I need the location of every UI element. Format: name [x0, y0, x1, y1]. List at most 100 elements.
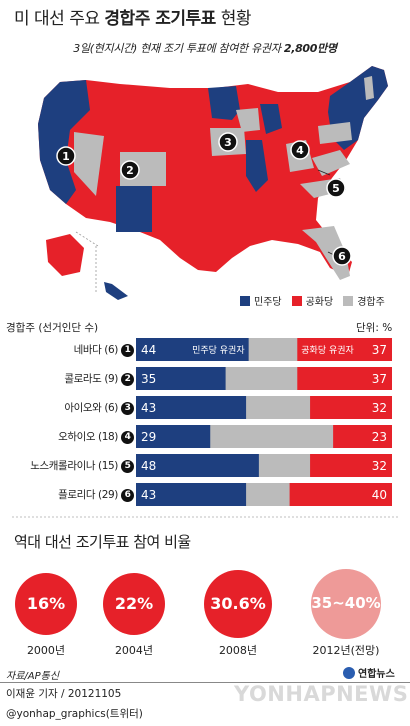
rep-series-label: 공화당 유권자 — [301, 344, 354, 356]
bar-dem — [136, 425, 211, 448]
rep-value-label: 40 — [372, 488, 387, 502]
map-marker-1 — [56, 146, 76, 166]
dem-value-label: 48 — [141, 459, 156, 473]
map-swing-nevada — [74, 132, 104, 196]
map-democrat-west-coast — [38, 80, 90, 204]
yonhap-logo: 연합뉴스 — [343, 665, 395, 680]
bar-dem — [136, 396, 247, 419]
state-name: 플로리다 (29) — [58, 489, 118, 501]
state-label: 노스캐롤라이나 (15) 5 — [30, 458, 134, 473]
map-marker-2 — [120, 160, 140, 180]
footer-divider — [0, 682, 410, 683]
bar-dem — [136, 338, 249, 361]
turnout-year: 2012년(전망) — [312, 644, 380, 657]
rep-value-label: 23 — [372, 430, 387, 444]
dem-value-label: 43 — [141, 488, 156, 502]
state-label: 아이오와 (6) 3 — [30, 400, 134, 415]
dem-value-label: 44 — [141, 343, 156, 357]
state-marker: 3 — [121, 402, 134, 415]
state-marker: 6 — [121, 489, 134, 502]
map-swing-florida — [302, 226, 350, 280]
map-swing-wisconsin — [236, 108, 260, 132]
legend-rep-swatch — [291, 295, 302, 306]
state-marker: 4 — [121, 431, 134, 444]
state-name: 오하이오 (18) — [58, 431, 118, 443]
map-marker-5 — [326, 178, 346, 198]
map-democrat-illinois — [246, 140, 268, 192]
state-label: 콜로라도 (9) 2 — [30, 371, 134, 386]
rep-value-label: 32 — [372, 459, 387, 473]
map-marker-label: 4 — [296, 144, 304, 157]
bar-rep — [333, 425, 392, 448]
legend-swing-swatch — [343, 295, 354, 306]
map-democrat-new-mexico — [116, 186, 152, 232]
map-marker-label: 1 — [62, 150, 70, 163]
map-alaska — [46, 234, 84, 276]
reporter-credit: 이재윤 기자 / 20121105 — [6, 688, 122, 700]
page-title: 미 대선 주요 경합주 조기투표 현황 — [14, 9, 252, 29]
bar-rep — [297, 338, 392, 361]
turnout-circle: 16% — [15, 573, 77, 635]
state-name: 네바다 (6) — [73, 344, 119, 356]
bar-dem — [136, 367, 226, 390]
turnout-year: 2000년 — [26, 644, 66, 657]
map-marker-label: 3 — [224, 136, 232, 149]
state-label: 네바다 (6) 1 — [30, 342, 134, 357]
map-marker-6 — [332, 246, 352, 266]
legend-dem: 민주당 — [254, 297, 282, 308]
legend-swing: 경합주 — [357, 297, 385, 308]
state-label: 플로리다 (29) 6 — [30, 487, 134, 502]
rep-value-label: 37 — [372, 343, 387, 357]
turnout-year: 2008년 — [218, 644, 258, 657]
table-column-label: 경합주 (선거인단 수) — [6, 322, 99, 334]
source-note: 자료/AP통신 — [6, 671, 60, 682]
map-democrat-minnesota — [208, 86, 240, 120]
state-marker: 5 — [121, 460, 134, 473]
twitter-credit: @yonhap_graphics(트위터) — [6, 708, 143, 720]
turnout-year: 2004년 — [114, 644, 154, 657]
state-name: 노스캐롤라이나 (15) — [30, 460, 118, 472]
bar-dem — [136, 483, 247, 506]
dem-value-label: 43 — [141, 401, 156, 415]
map-marker-label: 2 — [126, 164, 134, 177]
bar-rep — [297, 367, 392, 390]
map-swing-new-hampshire — [364, 76, 374, 100]
legend-dem-swatch — [240, 295, 250, 306]
turnout-circle: 30.6% — [204, 570, 272, 638]
map-hawaii — [104, 282, 128, 300]
legend-rep: 공화당 — [305, 297, 334, 308]
watermark: YONHAPNEWS — [234, 682, 409, 706]
state-label: 오하이오 (18) 4 — [30, 429, 134, 444]
rep-value-label: 37 — [372, 372, 387, 386]
map-markers: 1 2 3 4 5 6 — [56, 132, 352, 266]
bar-rep — [310, 454, 392, 477]
map-legend: 민주당 공화당 경합주 — [240, 293, 391, 308]
state-name: 콜로라도 (9) — [64, 373, 118, 385]
map-swing-virginia — [312, 150, 350, 176]
history-title: 역대 대선 조기투표 참여 비율 — [14, 533, 191, 551]
yonhap-logo-icon — [343, 666, 355, 679]
map-marker-label: 5 — [332, 182, 340, 195]
logo-text: 연합뉴스 — [358, 669, 395, 680]
dem-value-label: 29 — [141, 430, 156, 444]
map-marker-4 — [290, 140, 310, 160]
state-name: 아이오와 (6) — [64, 402, 118, 414]
bar-rep — [310, 396, 392, 419]
rep-value-label: 32 — [372, 401, 387, 415]
map-swing-pennsylvania — [318, 122, 352, 144]
map-democrat-michigan — [260, 104, 282, 134]
bar-rep — [289, 483, 392, 506]
swing-state-bar-chart: 44 37 민주당 유권자 공화당 유권자 35 37 43 32 29 23 48 32 43 40 — [136, 338, 392, 506]
table-unit: 단위: % — [356, 322, 393, 334]
map-marker-label: 6 — [338, 250, 346, 263]
dem-value-label: 35 — [141, 372, 156, 386]
subtitle: 3일(현지시간) 현재 조기 투표에 참여한 유권자 2,800만명 — [73, 42, 337, 55]
bar-dem — [136, 454, 259, 477]
turnout-circle: 22% — [103, 573, 165, 635]
turnout-circle: 35~40% — [311, 569, 381, 639]
state-marker: 2 — [121, 373, 134, 386]
map-marker-3 — [218, 132, 238, 152]
dem-series-label: 민주당 유권자 — [192, 344, 245, 356]
state-marker: 1 — [121, 344, 134, 357]
